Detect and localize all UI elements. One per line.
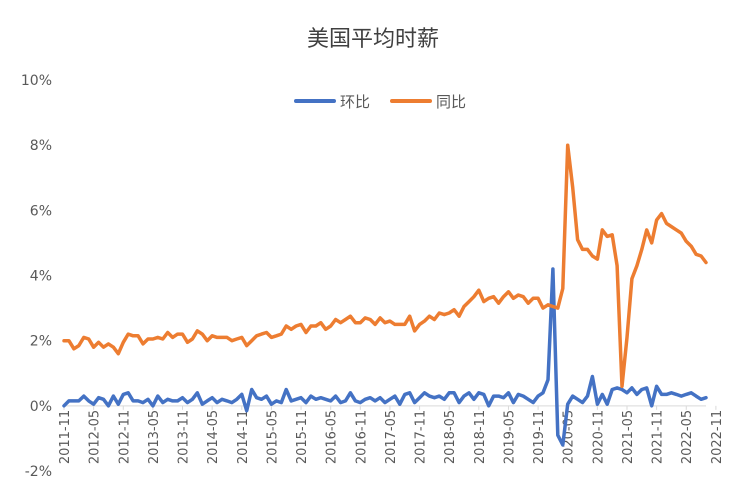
x-tick-label: 2011-11 [58, 410, 73, 464]
x-tick-label: 2012-11 [117, 410, 132, 464]
x-tick-label: 2021-05 [621, 410, 636, 464]
series-line-mom [62, 267, 708, 447]
x-tick-label: 2015-05 [265, 410, 280, 464]
x-tick-label: 2018-11 [473, 410, 488, 464]
y-tick-label: 2% [30, 334, 52, 350]
x-tick-label: 2013-11 [177, 410, 192, 464]
x-tick-label: 2022-11 [710, 410, 725, 464]
x-tick-label: 2013-05 [147, 410, 162, 464]
x-tick-label: 2020-11 [591, 410, 606, 464]
y-tick-label: 0% [30, 399, 52, 415]
y-tick-label: 4% [30, 269, 52, 285]
y-axis: -2% 0% 2% 4% 6% 8% 10% [21, 73, 52, 480]
y-tick-label: 6% [30, 203, 52, 219]
y-tick-label: -2% [25, 464, 52, 480]
x-tick-label: 2021-11 [651, 410, 666, 464]
x-tick-label: 2017-11 [414, 410, 429, 464]
x-tick-label: 2012-05 [88, 410, 103, 464]
x-tick-label: 2019-11 [532, 410, 547, 464]
series-layer [62, 143, 708, 447]
chart-title: 美国平均时薪 [307, 27, 439, 52]
chart-legend: 环比 同比 [294, 93, 466, 111]
legend-label-mom: 环比 [340, 93, 370, 111]
x-tick-label: 2016-11 [354, 410, 369, 464]
y-tick-label: 10% [21, 73, 52, 89]
x-tick-label: 2019-05 [502, 410, 517, 464]
x-tick-label: 2015-11 [295, 410, 310, 464]
x-tick-label: 2022-05 [680, 410, 695, 464]
x-tick-label: 2014-05 [206, 410, 221, 464]
x-axis: 2011-11 2012-05 2012-11 2013-05 2013-11 2014-… [58, 405, 725, 464]
x-tick-label: 2018-05 [443, 410, 458, 464]
series-line-yoy [62, 143, 708, 389]
x-tick-label: 2017-05 [384, 410, 399, 464]
legend-label-yoy: 同比 [436, 93, 466, 111]
x-tick-label: 2014-11 [236, 410, 251, 464]
y-tick-label: 8% [30, 138, 52, 154]
x-tick-label: 2016-05 [325, 410, 340, 464]
